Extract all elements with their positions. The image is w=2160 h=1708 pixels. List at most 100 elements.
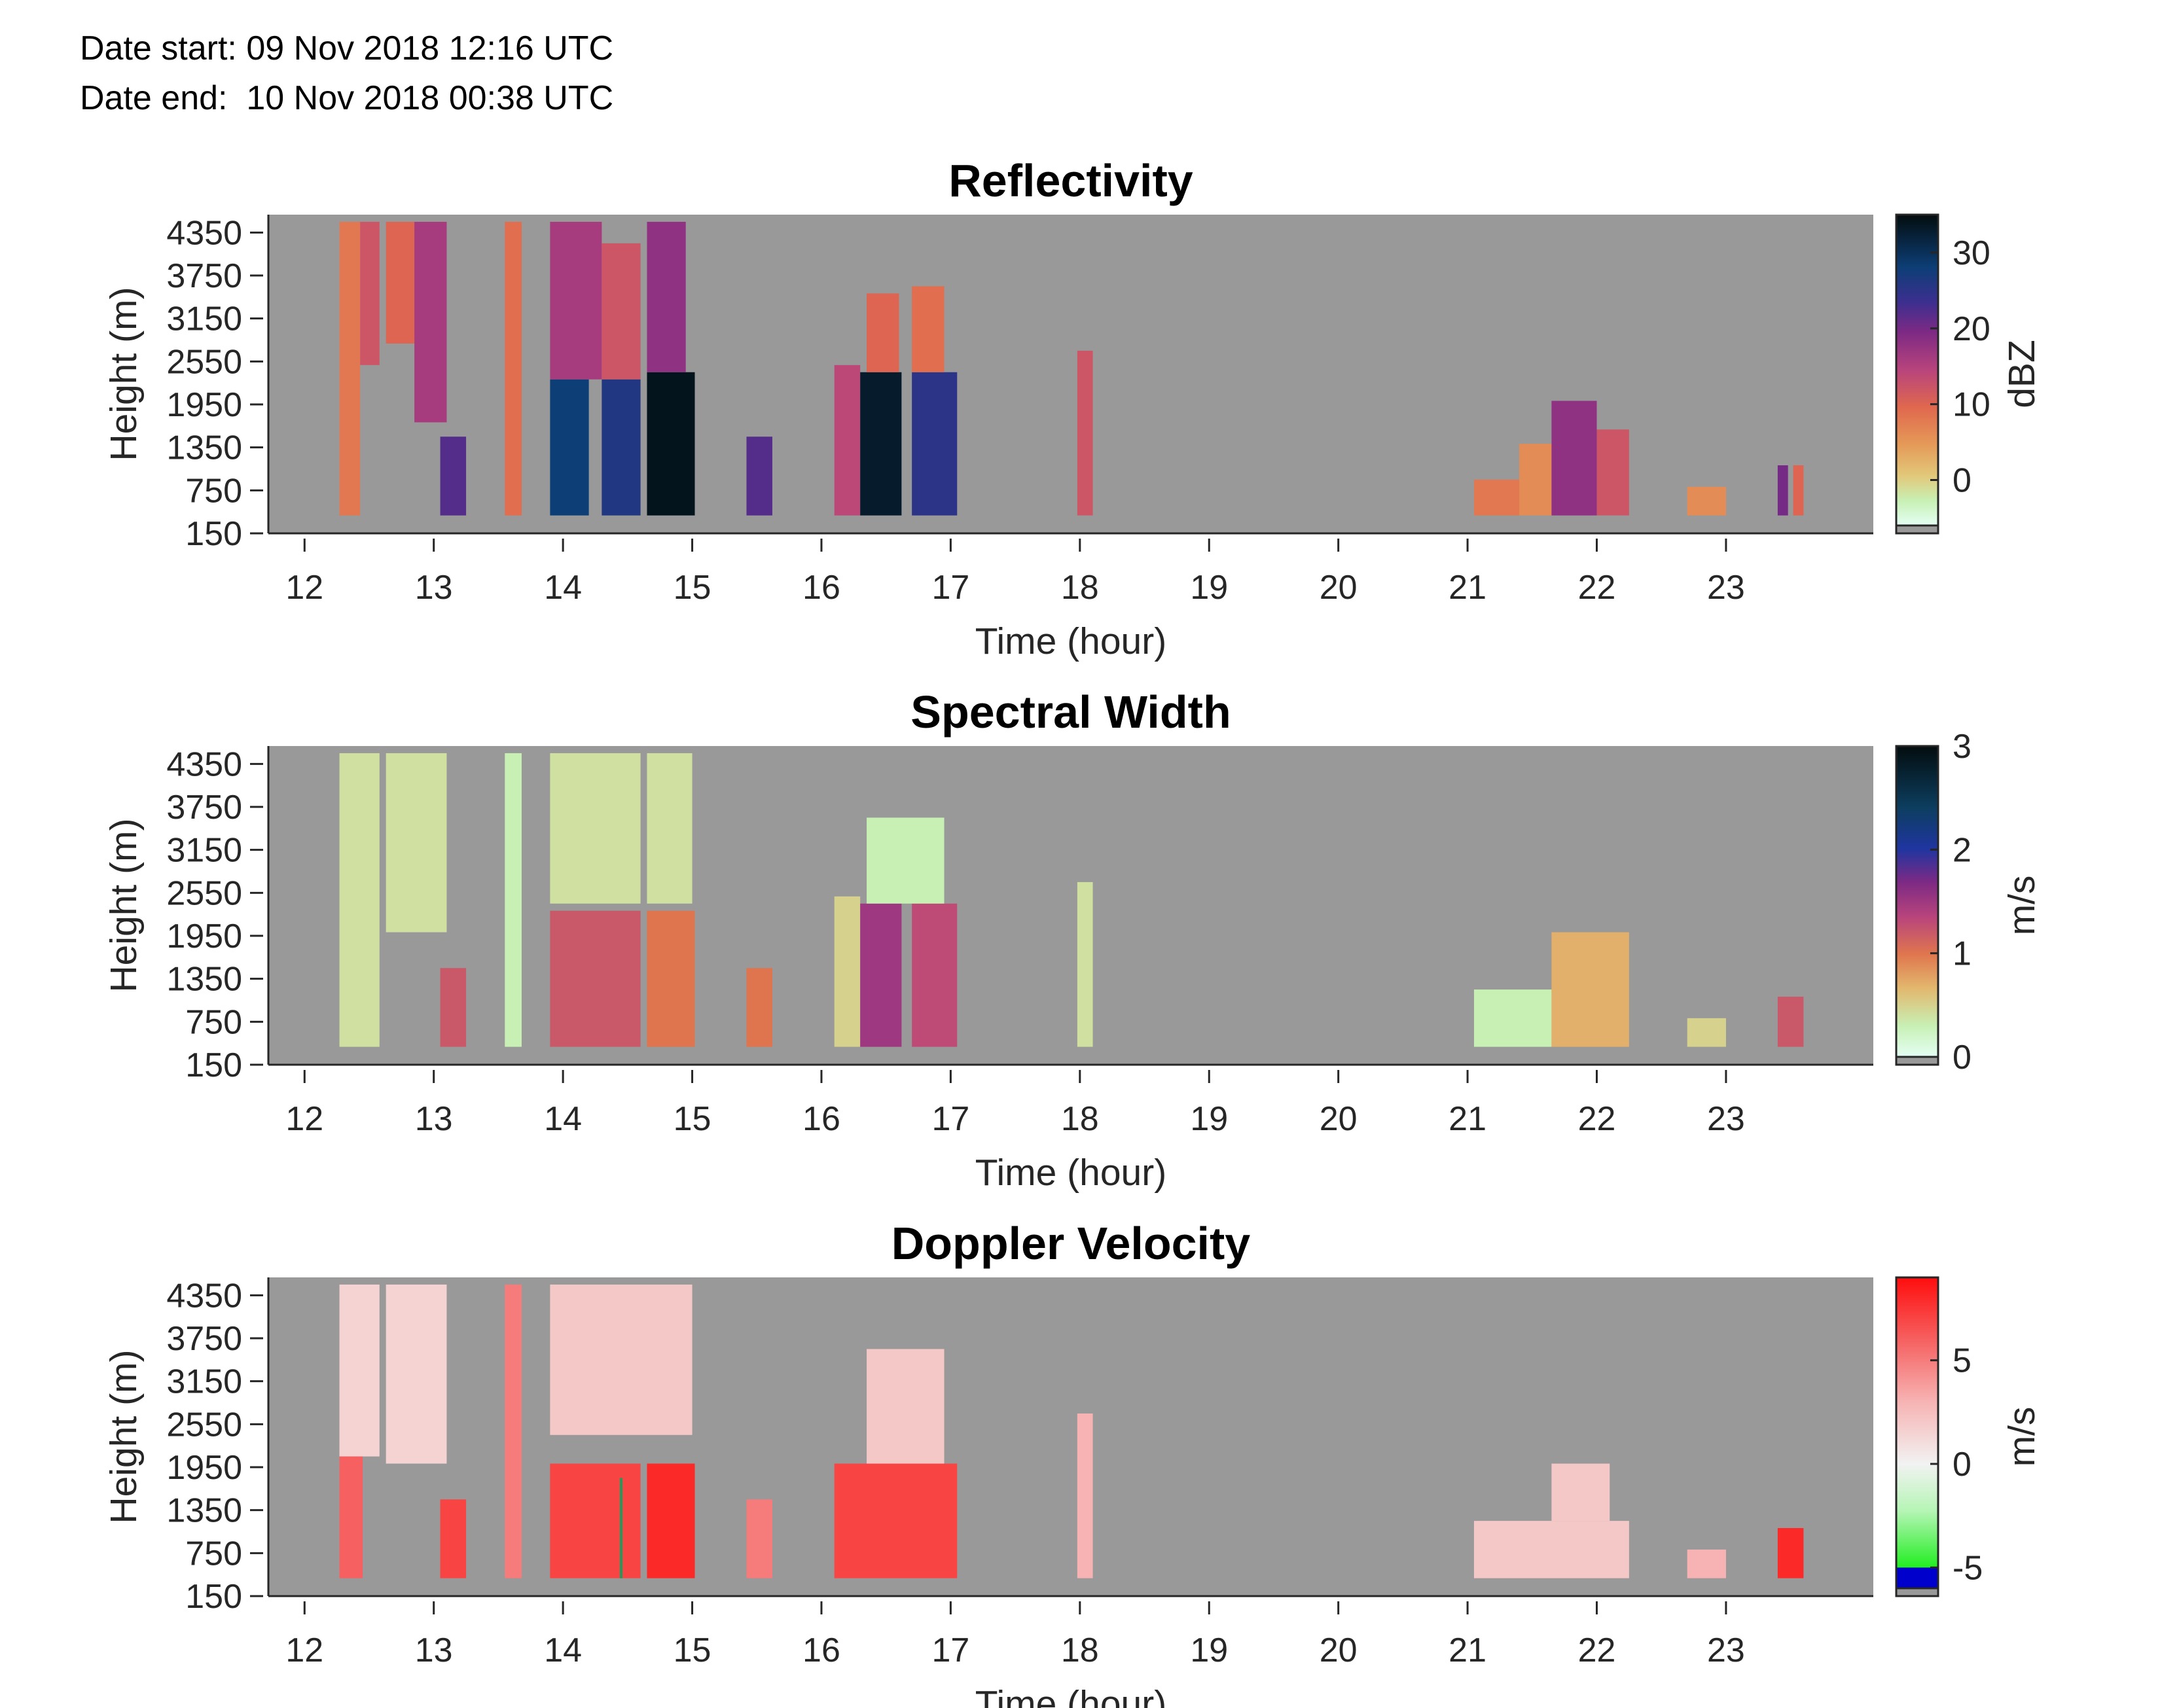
y-axis-label: Height (m): [103, 1349, 145, 1523]
x-tick-label: 17: [931, 1100, 969, 1138]
colorbar-tick-label: 3: [1953, 728, 1971, 766]
data-cell: [1551, 400, 1597, 516]
data-cell: [550, 379, 589, 516]
data-cell: [440, 1499, 467, 1578]
data-cell: [860, 903, 902, 1047]
data-cell: [505, 1284, 522, 1578]
colorbar: [1895, 1276, 1939, 1590]
data-cell: [912, 903, 958, 1047]
y-tick-label: 2550: [166, 343, 242, 381]
data-cell: [1777, 997, 1804, 1047]
data-cell: [414, 221, 447, 423]
data-cell: [647, 753, 693, 904]
colorbar-tick-label: 0: [1953, 1446, 1971, 1484]
x-axis-label: Time (hour): [975, 1683, 1166, 1708]
panel-3: Doppler Velocity 12 13 14 15 16 17 18 19 20 21 22 23…: [103, 1218, 2043, 1708]
colorbar: [1895, 213, 1939, 527]
data-cell: [647, 221, 686, 372]
x-tick-label: 15: [674, 1100, 711, 1138]
data-cell: [1473, 1521, 1629, 1578]
x-tick-label: 22: [1578, 1631, 1616, 1669]
y-tick-label: 1950: [166, 386, 242, 424]
date-end-label: Date end: 10 Nov 2018 00:38 UTC: [80, 79, 614, 117]
colorbar-nodata-swatch: [1895, 1587, 1939, 1597]
data-cell: [834, 896, 861, 1047]
x-tick-label: 12: [285, 1631, 323, 1669]
data-cell: [505, 221, 522, 516]
x-tick-label: 20: [1320, 569, 1358, 607]
data-cell: [647, 372, 695, 516]
data-cell: [746, 436, 772, 516]
y-tick-label: 1350: [166, 429, 242, 467]
date-start-label: Date start: 09 Nov 2018 12:16 UTC: [80, 29, 614, 67]
data-cell: [1551, 1463, 1610, 1521]
data-cell: [860, 372, 902, 516]
colorbar-label: dBZ: [2001, 340, 2043, 408]
colorbar-tick-label: 20: [1953, 310, 1990, 348]
data-cell: [1777, 465, 1788, 516]
y-tick-label: 750: [185, 1003, 242, 1041]
x-axis-label: Time (hour): [975, 620, 1166, 662]
data-cell: [834, 365, 861, 516]
x-tick-label: 15: [674, 569, 711, 607]
y-tick-label: 3150: [166, 1363, 242, 1401]
data-cell: [1687, 486, 1726, 516]
x-tick-label: 21: [1449, 569, 1486, 607]
colorbar-tick-label: 30: [1953, 234, 1990, 272]
colorbar-label: m/s: [2001, 876, 2043, 936]
x-tick-label: 16: [802, 569, 840, 607]
y-tick-label: 750: [185, 1535, 242, 1573]
data-cell: [746, 1499, 772, 1578]
x-tick-label: 22: [1578, 569, 1616, 607]
x-tick-label: 14: [544, 1631, 582, 1669]
colorbar-tick-label: 0: [1953, 461, 1971, 499]
x-tick-label: 14: [544, 569, 582, 607]
data-cell: [550, 221, 602, 380]
y-tick-label: 2550: [166, 1406, 242, 1444]
x-tick-label: 18: [1061, 569, 1099, 607]
y-tick-label: 4350: [166, 745, 242, 783]
x-tick-label: 18: [1061, 1100, 1099, 1138]
x-tick-label: 17: [931, 1631, 969, 1669]
data-cell: [834, 1463, 958, 1578]
y-tick-label: 3750: [166, 789, 242, 827]
colorbar-tick-label: 0: [1953, 1039, 1971, 1076]
data-cell: [1077, 881, 1093, 1047]
data-cell: [867, 293, 899, 372]
colorbar-tick-label: 5: [1953, 1342, 1971, 1380]
x-tick-label: 13: [415, 1100, 453, 1138]
data-cell: [550, 1463, 641, 1578]
panel-title: Spectral Width: [910, 686, 1231, 738]
y-tick-label: 4350: [166, 214, 242, 252]
x-tick-label: 20: [1320, 1631, 1358, 1669]
x-axis-label: Time (hour): [975, 1152, 1166, 1194]
data-cell: [339, 221, 361, 516]
y-tick-label: 1350: [166, 961, 242, 999]
x-tick-label: 13: [415, 569, 453, 607]
x-tick-label: 19: [1190, 1100, 1228, 1138]
data-cell: [867, 1349, 945, 1464]
data-cell: [647, 910, 695, 1047]
x-tick-label: 20: [1320, 1100, 1358, 1138]
data-cell: [912, 286, 945, 372]
data-cell: [440, 968, 467, 1047]
data-cell: [550, 1284, 693, 1435]
y-tick-label: 3750: [166, 257, 242, 295]
x-tick-label: 19: [1190, 569, 1228, 607]
data-cell: [386, 753, 447, 933]
x-tick-label: 12: [285, 569, 323, 607]
data-cell: [1473, 989, 1552, 1047]
y-tick-label: 3150: [166, 300, 242, 338]
data-cell: [1077, 1413, 1093, 1578]
panel-1: Reflectivity 12 13 14 15 16 17 18 19 20 21 22 23 Time…: [103, 155, 2043, 662]
y-tick-label: 150: [185, 515, 242, 553]
y-tick-label: 750: [185, 472, 242, 510]
data-cell: [386, 1284, 447, 1464]
data-cell: [1793, 465, 1804, 516]
y-tick-label: 3150: [166, 832, 242, 870]
data-cell: [647, 1463, 695, 1578]
y-tick-label: 3750: [166, 1320, 242, 1358]
colorbar-tick-label: 1: [1953, 935, 1971, 973]
